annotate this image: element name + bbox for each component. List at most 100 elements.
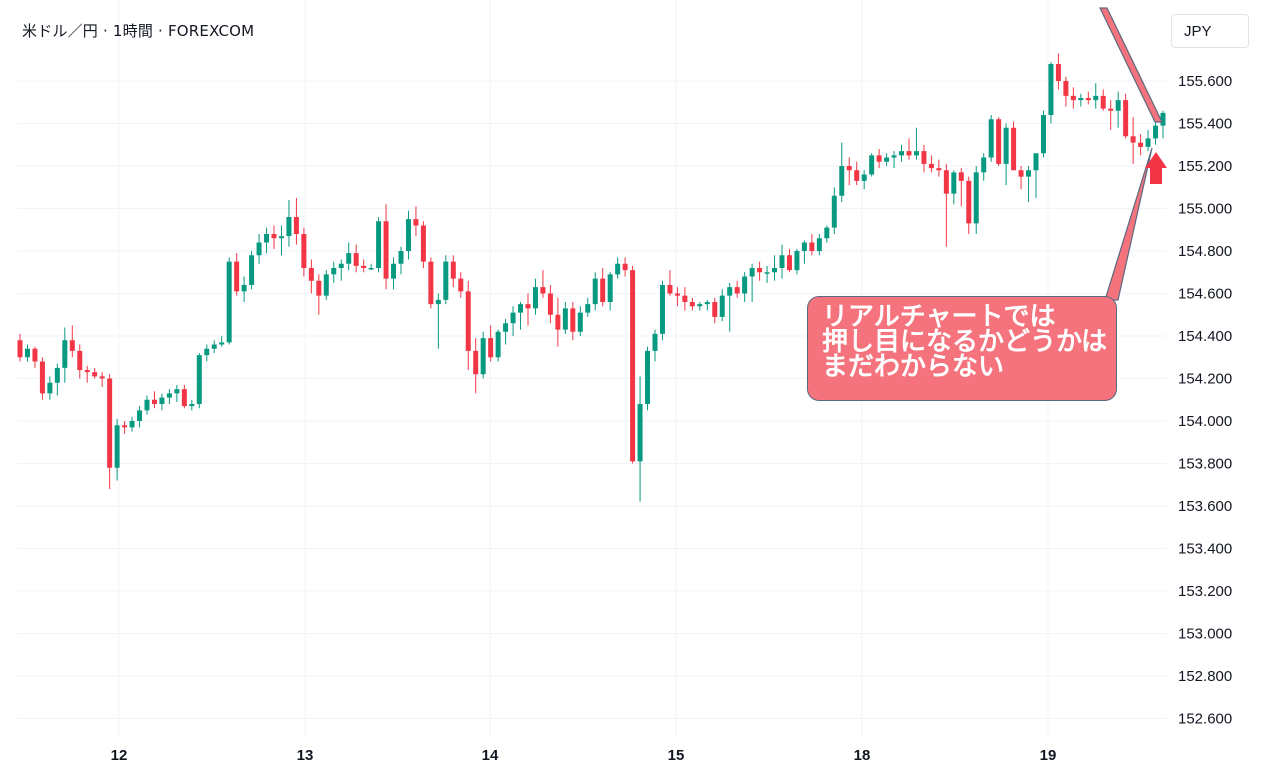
y-tick-label: 155.200 (1178, 158, 1232, 175)
candle-body (450, 261, 456, 279)
candle-body (1145, 138, 1151, 147)
callout-line-2: 押し目になるかどうかは (822, 327, 1107, 357)
candle-body (943, 170, 949, 194)
candle-down (39, 357, 45, 400)
candle-up (166, 389, 172, 404)
candle-body (84, 370, 90, 373)
candle-body (32, 348, 38, 362)
x-tick-label: 19 (1040, 747, 1057, 764)
candle-body (122, 425, 128, 428)
candle-up (518, 302, 524, 330)
candle-body (712, 302, 718, 317)
candle-up (1093, 83, 1099, 109)
candle-up (742, 272, 748, 302)
candle-down (854, 161, 860, 186)
candle-body (958, 172, 964, 181)
candle-down (682, 287, 688, 311)
candle-body (234, 261, 240, 292)
annotation-callout: リアルチャートでは 押し目になるかどうかは まだわからない (807, 296, 1117, 401)
candle-body (884, 157, 890, 162)
candle-down (1011, 121, 1017, 171)
candle-down (107, 374, 113, 489)
candle-body (219, 342, 225, 345)
candle-down (921, 144, 927, 173)
y-tick-label: 153.000 (1178, 626, 1232, 643)
candle-up (368, 263, 374, 271)
candle-body (503, 323, 509, 332)
candle-down (293, 197, 299, 245)
candle-down (943, 163, 949, 247)
candle-up (114, 418, 120, 481)
currency-selector[interactable]: JPY (1171, 14, 1249, 48)
y-tick-label: 155.000 (1178, 201, 1232, 218)
candle-down (809, 234, 815, 256)
candle-body (689, 302, 695, 307)
candle-body (973, 172, 979, 224)
candle-up (144, 395, 150, 415)
candle-body (577, 312, 583, 332)
candle-body (809, 242, 815, 251)
candle-up (951, 170, 957, 205)
candle-body (39, 361, 45, 394)
candle-up (174, 384, 180, 402)
candle-down (1055, 53, 1061, 90)
candle-body (764, 272, 770, 274)
candle-up (62, 327, 68, 383)
candle-down (465, 280, 471, 370)
candle-body (420, 225, 426, 262)
candle-up (816, 234, 822, 256)
candle-body (331, 268, 337, 275)
candle-body (443, 261, 449, 300)
candles (17, 53, 1166, 502)
candle-down (353, 244, 359, 273)
candle-body (495, 331, 501, 358)
candle-body (47, 382, 53, 394)
candle-body (846, 166, 852, 171)
candle-body (54, 367, 60, 383)
candle-body (316, 280, 322, 296)
candle-up (637, 376, 643, 502)
candle-body (682, 295, 688, 302)
candle-body (652, 333, 658, 351)
x-tick-label: 12 (111, 747, 128, 764)
candle-body (727, 287, 733, 296)
candle-down (17, 333, 23, 362)
candle-down (450, 255, 456, 288)
candle-up (480, 331, 486, 379)
candle-body (1070, 95, 1076, 101)
candle-down (413, 206, 419, 237)
candle-body (1160, 112, 1166, 126)
candle-body (338, 263, 344, 268)
candle-body (697, 304, 703, 307)
y-tick-label: 154.200 (1178, 371, 1232, 388)
candle-body (391, 263, 397, 279)
candle-body (376, 221, 382, 268)
candle-body (555, 314, 561, 330)
candle-down (99, 372, 105, 387)
candle-up (652, 329, 658, 362)
candle-down (316, 274, 322, 315)
candle-body (1026, 170, 1032, 177)
candle-down (1063, 76, 1069, 107)
candle-up (824, 225, 830, 243)
candle-down (622, 257, 628, 277)
candle-up (398, 246, 404, 275)
candle-body (667, 285, 673, 294)
candle-body (69, 340, 75, 351)
candle-down (936, 159, 942, 177)
candle-body (398, 251, 404, 264)
candle-body (159, 397, 165, 404)
candle-up (1153, 119, 1159, 145)
candle-down (32, 346, 38, 368)
candle-down (966, 176, 972, 234)
candle-body (368, 268, 374, 270)
candle-up (129, 416, 135, 432)
candle-up (24, 344, 30, 362)
candle-down (674, 287, 680, 307)
candle-body (1085, 98, 1091, 101)
candle-down (1123, 93, 1129, 139)
candle-down (876, 149, 882, 169)
candle-up (443, 255, 449, 305)
candle-body (24, 348, 30, 358)
